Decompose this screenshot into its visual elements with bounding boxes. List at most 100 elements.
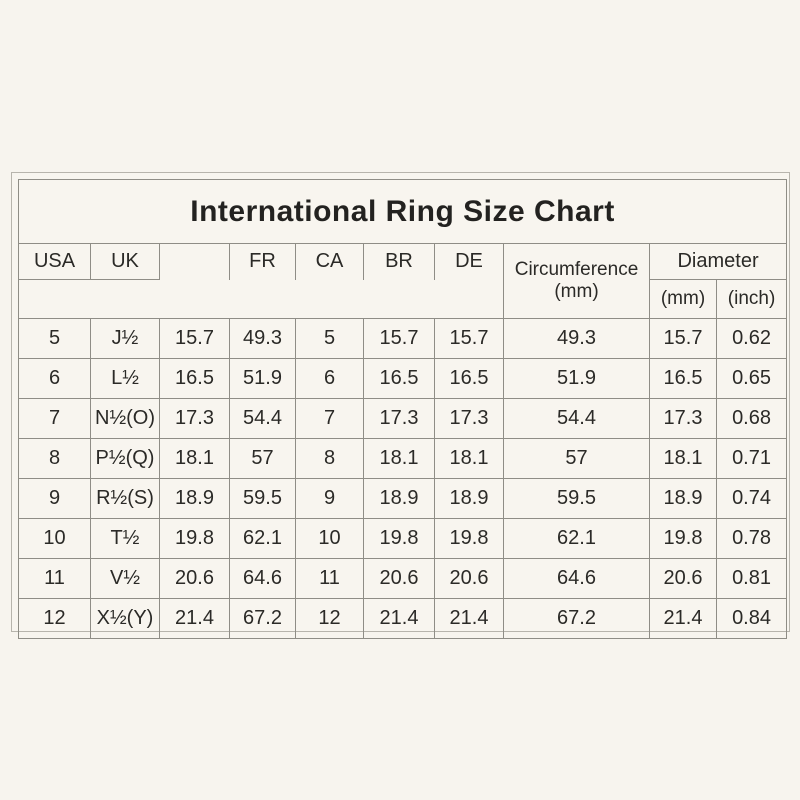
cell-ca: 12 — [295, 598, 364, 639]
cell-fr: 59.5 — [229, 478, 296, 519]
col-header-usa: USA — [18, 243, 91, 280]
cell-usa: 7 — [18, 398, 91, 439]
cell-de: 20.6 — [434, 558, 504, 599]
cell-uk: P½(Q) — [90, 438, 160, 479]
cell-usa: 12 — [18, 598, 91, 639]
cell-unlabeled: 17.3 — [159, 398, 230, 439]
cell-uk: X½(Y) — [90, 598, 160, 639]
cell-usa: 8 — [18, 438, 91, 479]
cell-ca: 8 — [295, 438, 364, 479]
col-header-diameter-inch: (inch) — [715, 279, 788, 319]
cell-usa: 9 — [18, 478, 91, 519]
cell-fr: 67.2 — [229, 598, 296, 639]
cell-diameter-mm: 17.3 — [649, 398, 717, 439]
cell-circumference: 57 — [503, 438, 650, 479]
cell-de: 16.5 — [434, 358, 504, 399]
cell-diameter-mm: 15.7 — [649, 318, 717, 359]
cell-br: 19.8 — [363, 518, 435, 559]
cell-circumference: 54.4 — [503, 398, 650, 439]
cell-ca: 7 — [295, 398, 364, 439]
circumference-unit: (mm) — [554, 281, 599, 302]
cell-circumference: 64.6 — [503, 558, 650, 599]
cell-diameter-inch: 0.71 — [715, 438, 788, 479]
header-row-2: (mm) (inch) — [19, 279, 788, 319]
cell-unlabeled: 20.6 — [159, 558, 230, 599]
circumference-label: Circumference — [514, 259, 639, 281]
col-header-de: DE — [434, 243, 504, 280]
table-row: 6 L½ 16.5 51.9 6 16.5 16.5 51.9 16.5 0.6… — [18, 358, 788, 399]
cell-circumference: 67.2 — [503, 598, 650, 639]
col-header-ca: CA — [295, 243, 364, 280]
cell-uk: L½ — [90, 358, 160, 399]
cell-unlabeled: 16.5 — [159, 358, 230, 399]
header-row-1: USA UK FR CA BR DE Circumference (mm) Di… — [18, 243, 788, 319]
cell-de: 18.1 — [434, 438, 504, 479]
col-header-fr: FR — [229, 243, 296, 280]
cell-usa: 5 — [18, 318, 91, 359]
col-header-diameter: Diameter — [648, 243, 788, 280]
table-row: 12 X½(Y) 21.4 67.2 12 21.4 21.4 67.2 21.… — [18, 598, 788, 639]
cell-ca: 9 — [295, 478, 364, 519]
cell-diameter-inch: 0.81 — [715, 558, 788, 599]
cell-br: 17.3 — [363, 398, 435, 439]
cell-circumference: 62.1 — [503, 518, 650, 559]
col-header-br: BR — [363, 243, 435, 280]
cell-uk: R½(S) — [90, 478, 160, 519]
cell-unlabeled: 18.9 — [159, 478, 230, 519]
cell-diameter-mm: 18.1 — [649, 438, 717, 479]
table-row: 11 V½ 20.6 64.6 11 20.6 20.6 64.6 20.6 0… — [18, 558, 788, 599]
ring-size-chart-table: International Ring Size Chart USA UK FR … — [18, 179, 788, 639]
cell-ca: 6 — [295, 358, 364, 399]
cell-de: 21.4 — [434, 598, 504, 639]
col-header-diameter-mm: (mm) — [649, 279, 717, 319]
cell-diameter-inch: 0.74 — [715, 478, 788, 519]
header-spacer — [19, 280, 504, 319]
cell-usa: 6 — [18, 358, 91, 399]
cell-circumference: 59.5 — [503, 478, 650, 519]
cell-diameter-mm: 18.9 — [649, 478, 717, 519]
cell-diameter-mm: 21.4 — [649, 598, 717, 639]
cell-diameter-inch: 0.84 — [715, 598, 788, 639]
cell-usa: 10 — [18, 518, 91, 559]
cell-fr: 54.4 — [229, 398, 296, 439]
cell-diameter-mm: 16.5 — [649, 358, 717, 399]
cell-diameter-inch: 0.65 — [715, 358, 788, 399]
cell-uk: T½ — [90, 518, 160, 559]
cell-unlabeled: 19.8 — [159, 518, 230, 559]
cell-diameter-inch: 0.68 — [715, 398, 788, 439]
table-row: 5 J½ 15.7 49.3 5 15.7 15.7 49.3 15.7 0.6… — [18, 318, 788, 359]
col-header-circumference: Circumference (mm) — [503, 243, 650, 319]
cell-diameter-inch: 0.78 — [715, 518, 788, 559]
cell-br: 16.5 — [363, 358, 435, 399]
cell-unlabeled: 18.1 — [159, 438, 230, 479]
cell-usa: 11 — [18, 558, 91, 599]
cell-diameter-inch: 0.62 — [715, 318, 788, 359]
cell-uk: N½(O) — [90, 398, 160, 439]
ring-size-chart-frame: International Ring Size Chart USA UK FR … — [11, 172, 790, 639]
cell-ca: 11 — [295, 558, 364, 599]
cell-fr: 64.6 — [229, 558, 296, 599]
cell-de: 15.7 — [434, 318, 504, 359]
col-header-uk: UK — [90, 243, 160, 280]
chart-title: International Ring Size Chart — [18, 179, 787, 244]
cell-de: 18.9 — [434, 478, 504, 519]
cell-fr: 49.3 — [229, 318, 296, 359]
table-row: 7 N½(O) 17.3 54.4 7 17.3 17.3 54.4 17.3 … — [18, 398, 788, 439]
table-row: 10 T½ 19.8 62.1 10 19.8 19.8 62.1 19.8 0… — [18, 518, 788, 559]
cell-unlabeled: 21.4 — [159, 598, 230, 639]
cell-br: 20.6 — [363, 558, 435, 599]
table-row: 9 R½(S) 18.9 59.5 9 18.9 18.9 59.5 18.9 … — [18, 478, 788, 519]
cell-de: 19.8 — [434, 518, 504, 559]
cell-fr: 62.1 — [229, 518, 296, 559]
cell-br: 15.7 — [363, 318, 435, 359]
cell-uk: J½ — [90, 318, 160, 359]
cell-circumference: 49.3 — [503, 318, 650, 359]
title-row: International Ring Size Chart — [18, 179, 787, 244]
cell-br: 21.4 — [363, 598, 435, 639]
cell-fr: 51.9 — [229, 358, 296, 399]
cell-ca: 10 — [295, 518, 364, 559]
cell-br: 18.1 — [363, 438, 435, 479]
cell-circumference: 51.9 — [503, 358, 650, 399]
table-row: 8 P½(Q) 18.1 57 8 18.1 18.1 57 18.1 0.71 — [18, 438, 788, 479]
